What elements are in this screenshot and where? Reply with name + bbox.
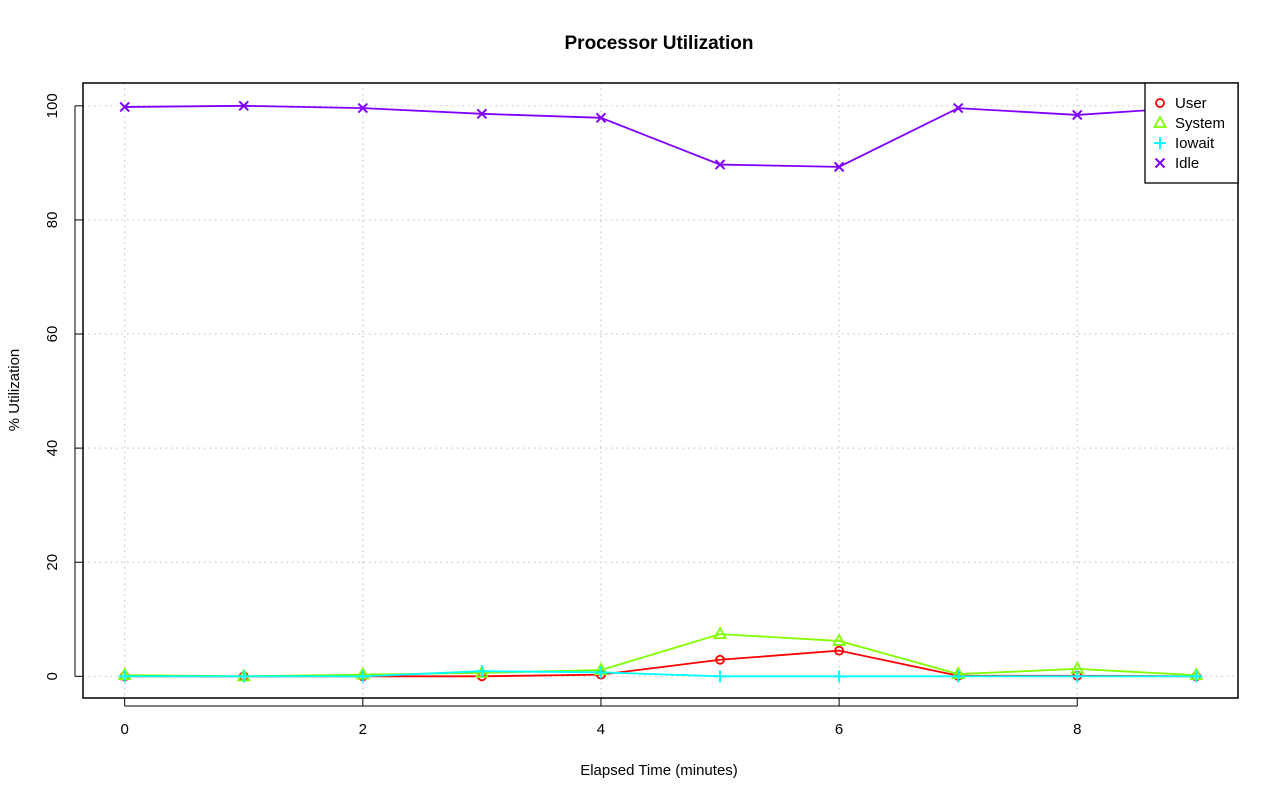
x-tick-label: 8 <box>1073 721 1081 738</box>
data-point-idle <box>357 102 369 114</box>
data-point-iowait <box>356 670 369 683</box>
data-point-idle <box>952 102 964 114</box>
legend-marker-system <box>1152 115 1168 128</box>
data-point-user <box>715 654 725 665</box>
grid-lines <box>83 83 1238 698</box>
y-tick-label: 80 <box>44 212 61 229</box>
series-idle <box>119 100 1202 173</box>
legend-label-idle: Idle <box>1175 155 1199 172</box>
data-point-iowait <box>475 665 488 678</box>
data-point-iowait <box>118 670 131 683</box>
data-point-idle <box>119 101 130 113</box>
chart-title: Processor Utilization <box>565 33 754 54</box>
data-point-iowait <box>237 670 250 683</box>
data-point-idle <box>238 100 249 112</box>
data-series <box>117 100 1204 683</box>
series-line-idle <box>124 104 1197 168</box>
data-point-idle <box>476 108 488 120</box>
data-point-iowait <box>952 670 965 683</box>
y-tick-label: 100 <box>44 93 61 118</box>
legend-marker-idle <box>1154 157 1166 169</box>
x-tick-label: 0 <box>121 721 129 738</box>
data-point-system <box>832 633 847 646</box>
series-line-iowait <box>124 670 1197 678</box>
legend-marker-user <box>1155 98 1165 108</box>
y-tick-label: 0 <box>44 672 61 680</box>
legend: User System Iowait Idle <box>1144 82 1239 184</box>
legend-label-user: User <box>1175 95 1207 112</box>
series-line-user <box>124 649 1197 678</box>
series-line-system <box>124 633 1197 678</box>
y-axis-label: % Utilization <box>6 349 23 432</box>
data-point-idle <box>833 161 845 173</box>
series-system <box>117 626 1204 682</box>
legend-marker-iowait <box>1154 137 1166 149</box>
x-tick-label: 6 <box>835 721 843 738</box>
y-tick-label: 60 <box>44 326 61 343</box>
y-tick-label: 40 <box>44 440 61 457</box>
data-point-iowait <box>1190 670 1203 683</box>
data-point-user <box>834 645 845 656</box>
x-tick-label: 2 <box>359 721 367 738</box>
data-point-idle <box>1072 109 1083 121</box>
x-axis-label: Elapsed Time (minutes) <box>580 762 738 779</box>
data-point-iowait <box>833 670 846 683</box>
y-tick-label: 20 <box>44 554 61 571</box>
data-point-iowait <box>714 670 727 683</box>
data-point-iowait <box>1071 670 1084 683</box>
x-tick-label: 4 <box>597 721 605 738</box>
legend-label-iowait: Iowait <box>1175 135 1215 152</box>
legend-label-system: System <box>1175 115 1225 132</box>
data-point-system <box>713 626 728 640</box>
data-point-iowait <box>594 666 607 679</box>
data-point-idle <box>595 112 607 124</box>
data-point-idle <box>714 159 726 170</box>
plot-frame <box>82 82 1239 699</box>
series-iowait <box>118 665 1203 683</box>
